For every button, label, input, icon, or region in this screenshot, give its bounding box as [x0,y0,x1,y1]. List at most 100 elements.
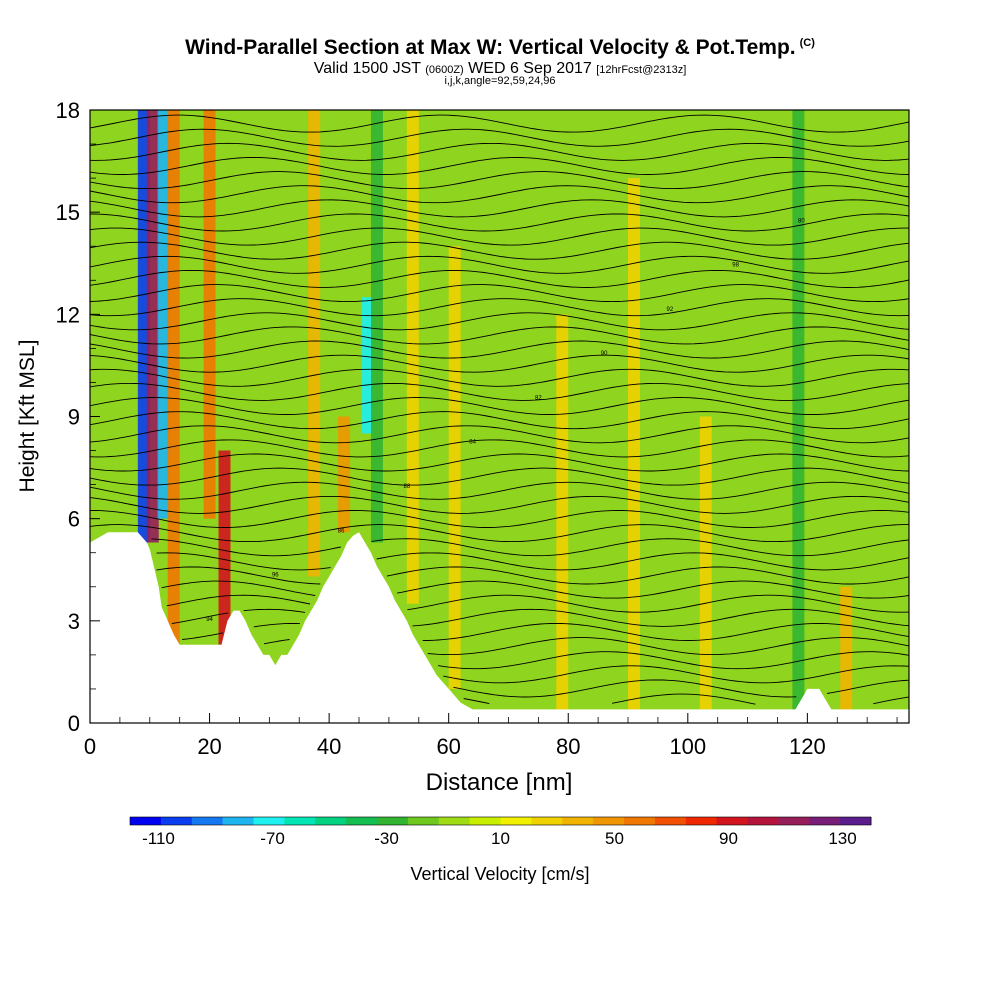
colorbar-segment [531,817,563,825]
chart-subtitle: Valid 1500 JST (0600Z) WED 6 Sep 2017 [1… [313,60,687,77]
pot-temp-contour-38 [90,157,909,175]
colorbar-segment [315,817,347,825]
colorbar-segment [191,817,224,825]
x-axis-label: Distance [nm] [426,769,573,796]
pot-temp-contour-34 [90,213,909,232]
x-tick-label: 0 [84,734,96,759]
velocity-feature-3 [167,110,180,645]
pot-temp-contour-9 [156,566,909,585]
colorbar-segment [284,817,316,825]
velocity-feature-15 [792,110,805,710]
pot-temp-contour-19 [90,425,909,444]
colorbar-segment [624,817,656,825]
colorbar-segment [654,817,687,825]
pot-temp-contour-26 [90,326,909,345]
pot-temp-contour-22 [90,382,909,401]
x-tick-label: 40 [317,734,341,759]
velocity-feature-11 [448,246,461,689]
contour-label: 80 [798,218,805,224]
velocity-feature-2 [157,110,170,519]
colorbar-segment [747,817,779,825]
pot-temp-contour-2 [443,665,909,684]
pot-temp-contour-24 [90,354,909,373]
colorbar-segment [346,817,378,825]
plot-area: 94 96 86 88 84 82 90 92 98 80 [90,110,909,723]
colorbar-tick-label: -30 [374,829,399,848]
pot-temp-contour-36 [90,185,909,204]
y-tick-label: 3 [68,609,80,634]
contour-label: 82 [535,395,542,401]
colorbar-segment [160,817,193,825]
colorbar-segment [840,817,872,825]
pot-temp-contour-41 [90,114,909,133]
colorbar-label: Vertical Velocity [cm/s] [410,864,589,884]
pot-temp-contour-33 [90,227,909,246]
x-tick-label: 60 [436,734,460,759]
colorbar-segment [253,817,285,825]
velocity-feature-9 [370,110,383,543]
contour-label: 90 [601,351,608,357]
y-tick-label: 18 [56,98,80,123]
colorbar-segment [130,817,162,825]
pot-temp-contour-13 [90,510,909,528]
colorbar-tick-label: 10 [491,829,510,848]
colorbar-segment [222,817,254,825]
colorbar-tick-label: 90 [719,829,738,848]
pot-temp-contour-0 [463,693,909,705]
colorbar-tick-label: -70 [260,829,285,848]
colorbar-segment [778,817,810,825]
velocity-feature-10 [406,110,419,604]
pot-temp-contour-32 [90,241,909,260]
pot-temp-contour-37 [90,171,909,190]
colorbar-segment [809,817,841,825]
velocity-feature-7 [338,416,351,533]
pot-temp-contour-28 [90,298,909,317]
colorbar-segment [377,817,409,825]
pot-temp-contour-27 [90,312,909,331]
pot-temp-contour-17 [90,453,909,472]
pot-temp-contour-15 [90,481,909,500]
pot-temp-contour-16 [90,467,909,486]
pot-temp-contours: 94 96 86 88 84 82 90 92 98 80 [90,114,909,705]
velocity-feature-13 [628,178,640,710]
pot-temp-contour-29 [90,284,909,303]
colorbar: -110 -70 -30 10 50 90 130 [129,816,872,848]
velocity-feature-6 [308,110,321,577]
x-tick-label: 20 [197,734,221,759]
pot-temp-contour-25 [90,340,909,359]
pot-temp-contour-18 [90,439,909,458]
y-tick-label: 15 [56,200,80,225]
pot-temp-contour-30 [90,269,909,288]
colorbar-segment [685,817,718,825]
contour-label: 88 [403,484,410,490]
y-tick-label: 9 [68,405,80,430]
velocity-feature-0 [137,110,150,543]
contour-label: 86 [338,528,345,534]
velocity-feature-4 [203,110,216,519]
y-tick-label: 6 [68,507,80,532]
x-tick-label: 80 [556,734,580,759]
pot-temp-contour-31 [90,255,909,274]
y-tick-label: 0 [68,711,80,736]
velocity-feature-16 [840,586,853,710]
pot-temp-contour-40 [90,128,909,147]
pot-temp-contour-39 [90,142,909,161]
pot-temp-contour-14 [90,495,909,514]
pot-temp-contour-7 [166,594,909,613]
x-tick-label: 100 [669,734,706,759]
colorbar-tick-label: 50 [605,829,624,848]
contour-label: 92 [667,307,674,313]
pot-temp-contour-10 [156,552,909,571]
pot-temp-contour-21 [90,397,909,415]
colorbar-frame [129,816,872,826]
pot-temp-contour-11 [151,538,909,557]
chart-title: Wind-Parallel Section at Max W: Vertical… [185,36,815,59]
y-axis-label: Height [Kft MSL] [16,340,39,493]
pot-temp-contour-3 [438,651,909,670]
colorbar-segment [593,817,625,825]
contour-label: 96 [272,573,279,579]
velocity-feature-1 [146,110,159,543]
contour-label: 84 [469,440,476,446]
velocity-feature-14 [699,416,712,710]
